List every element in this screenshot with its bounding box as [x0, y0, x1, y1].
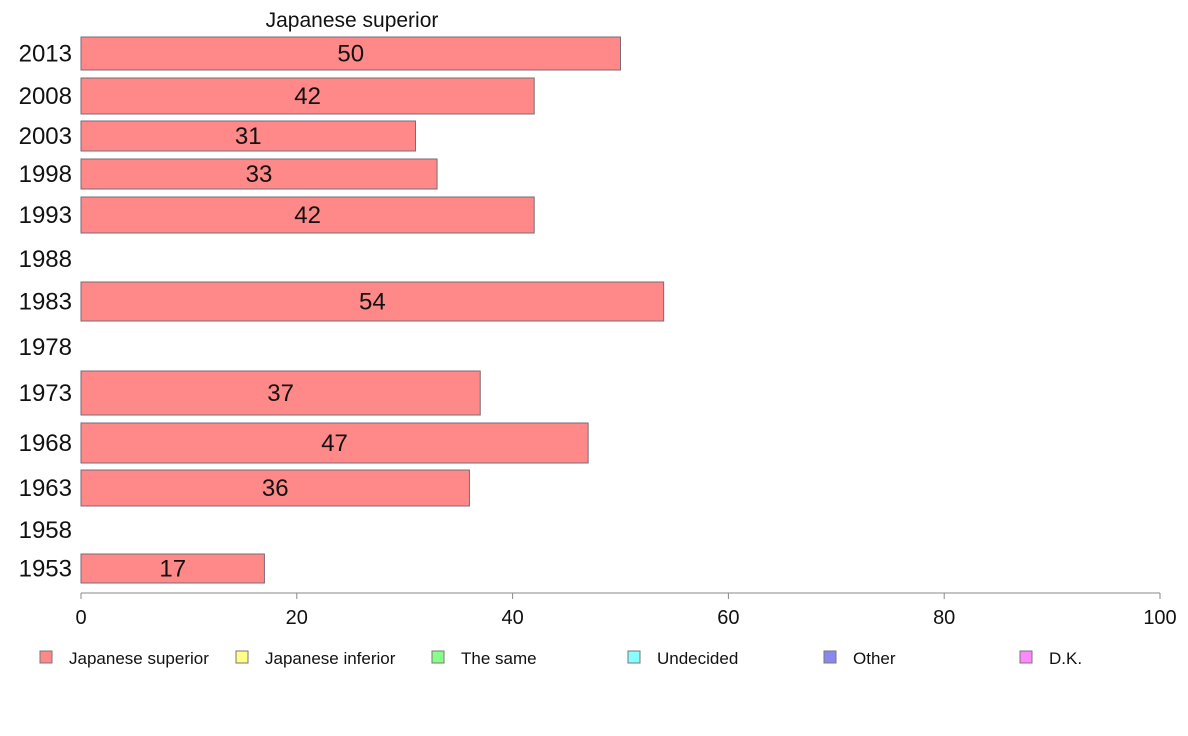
x-tick-label: 0 — [75, 607, 86, 629]
legend-label: Japanese inferior — [265, 649, 396, 668]
bar — [80, 422, 589, 464]
legend-label: Japanese superior — [69, 649, 209, 668]
legend-label: Other — [853, 649, 896, 668]
bar — [80, 36, 621, 71]
chart-title: Japanese superior — [266, 9, 439, 32]
legend-label: The same — [461, 649, 537, 668]
x-tick-label: 40 — [501, 607, 523, 629]
data-label: 42 — [294, 83, 321, 110]
bar — [80, 281, 665, 322]
data-label: 47 — [321, 430, 348, 457]
data-label: 31 — [235, 123, 262, 150]
bar — [80, 370, 481, 416]
legend-swatch — [39, 650, 53, 664]
legend-label: Undecided — [657, 649, 738, 668]
bar — [80, 196, 535, 234]
bar — [80, 553, 265, 584]
data-label: 33 — [246, 161, 273, 188]
y-tick-label: 1983 — [19, 289, 72, 316]
bar — [80, 120, 416, 152]
y-tick-label: 2008 — [19, 83, 72, 110]
x-tick-label: 20 — [286, 607, 308, 629]
x-axis: 0 20 40 60 80 100 — [75, 592, 1177, 629]
y-tick-label: 1998 — [19, 161, 72, 188]
y-tick-label: 1963 — [19, 475, 72, 502]
y-tick-label: 2013 — [19, 41, 72, 68]
x-tick-label: 100 — [1143, 607, 1176, 629]
y-tick-label: 1993 — [19, 202, 72, 229]
y-tick-label: 1968 — [19, 430, 72, 457]
y-tick-label: 2003 — [19, 123, 72, 150]
legend: Japanese superior Japanese inferior The sa… — [39, 649, 1082, 668]
legend-swatch — [823, 650, 837, 664]
bar-rows: 2013 50 2008 42 2003 31 1998 33 1993 42 1988 1983 54… — [19, 36, 665, 584]
data-label: 17 — [159, 556, 186, 583]
data-label: 42 — [294, 202, 321, 229]
data-label: 54 — [359, 289, 386, 316]
bar — [80, 469, 470, 507]
y-tick-label: 1978 — [19, 334, 72, 361]
y-tick-label: 1953 — [19, 556, 72, 583]
legend-label: D.K. — [1049, 649, 1082, 668]
x-tick-label: 80 — [933, 607, 955, 629]
data-label: 36 — [262, 475, 289, 502]
y-tick-label: 1958 — [19, 517, 72, 544]
data-label: 50 — [337, 41, 364, 68]
bar — [80, 158, 438, 190]
bar — [80, 77, 535, 115]
x-tick-label: 60 — [717, 607, 739, 629]
legend-swatch — [627, 650, 641, 664]
y-tick-label: 1988 — [19, 246, 72, 273]
data-label: 37 — [267, 380, 294, 407]
legend-swatch — [235, 650, 249, 664]
legend-swatch — [1019, 650, 1033, 664]
y-tick-label: 1973 — [19, 380, 72, 407]
legend-swatch — [431, 650, 445, 664]
